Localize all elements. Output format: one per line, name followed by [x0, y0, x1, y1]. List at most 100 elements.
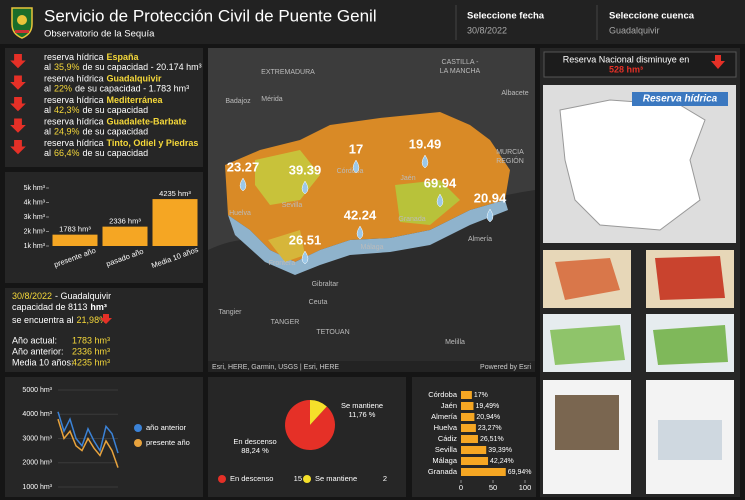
down-arrow	[711, 55, 725, 69]
reserva-pct: 35,9%	[54, 62, 80, 72]
info-rows: Año actual: 1783 hm³ Año anterior: 2336 hm³…	[12, 335, 110, 367]
info-label: Año anterior:	[12, 346, 64, 356]
reserva-name: España	[107, 52, 140, 62]
map-place: EXTREMADURA	[261, 69, 315, 76]
reserva-text: reserva hídrica	[44, 74, 104, 84]
map-place: Melilla	[445, 339, 465, 346]
national-text: Reserva Nacional disminuye en	[563, 54, 690, 64]
map-place: Granada	[398, 216, 425, 223]
attribution-bg	[208, 361, 535, 372]
map-place: Mérida	[261, 96, 283, 103]
y-tick-label: Huelva	[434, 423, 458, 432]
map-place: Badajoz	[225, 98, 251, 105]
bar	[152, 199, 198, 246]
y-tick-label: Sevilla	[435, 445, 458, 454]
national-box	[543, 51, 737, 78]
map-place: Ceuta	[309, 299, 328, 306]
value-label: 17%	[474, 392, 488, 399]
map-value: 19.49	[409, 136, 442, 151]
info-label: Año actual:	[12, 335, 57, 345]
map-place: LA MANCHA	[440, 68, 481, 75]
map-place: Huelva	[229, 210, 251, 217]
reserva-line: al 35,9% de su capacidad - 20.174 hm³	[44, 62, 202, 72]
bar	[461, 446, 487, 454]
reserva-line: reserva hídrica Tinto, Odiel y Piedras	[44, 138, 198, 148]
reserva-text: reserva hídrica	[44, 52, 104, 62]
reserva-pre: al	[44, 127, 51, 137]
bar	[461, 402, 474, 410]
value-label: 39,39%	[488, 447, 512, 454]
bar	[102, 226, 148, 246]
bar	[461, 435, 478, 443]
y-tick-label: Cádiz	[438, 434, 457, 443]
y-tick-label: Granada	[428, 467, 458, 476]
value-label: 1783 hm³	[59, 225, 91, 234]
map-place: Gibraltar	[312, 281, 340, 288]
slice-value: 11,76 %	[349, 410, 376, 419]
reserva-pre: al	[44, 62, 51, 72]
map-value: 39.39	[289, 162, 322, 177]
slice-label: Se mantiene	[341, 401, 383, 410]
value-label: 23,27%	[478, 425, 502, 432]
date-value[interactable]: 30/8/2022	[467, 25, 507, 35]
attribution: Esri, HERE, Garmin, USGS | Esri, HERE	[212, 364, 339, 371]
thumbnails[interactable]	[543, 250, 734, 494]
reserva-line: al 66,4% de su capacidad	[44, 148, 148, 158]
x-tick-label: 0	[459, 483, 463, 492]
y-tick-label: 2k hm³	[24, 228, 46, 235]
info-panel	[5, 288, 203, 372]
y-tick-label: 1000 hm³	[22, 484, 52, 491]
reserva-pct: 22%	[54, 84, 72, 94]
map-place: CASTILLA -	[442, 59, 480, 66]
map-labels: EXTREMADURA CASTILLA - LA MANCHA Badajoz Mér…	[208, 59, 535, 372]
reserva-pre: al	[44, 105, 51, 115]
value-label: 2336 hm³	[109, 217, 141, 226]
drop-icon	[421, 154, 429, 169]
y-tick-label: 1k hm³	[24, 243, 46, 250]
legend-swatch	[134, 424, 142, 432]
info-value: 1783 hm³	[72, 335, 110, 345]
line	[57, 411, 119, 454]
date-label: Seleccione fecha	[467, 11, 545, 22]
image-label: Reserva hídrica	[643, 94, 718, 105]
map-place: Almería	[468, 236, 492, 243]
bar	[461, 457, 489, 465]
legend-label: Se mantiene	[315, 474, 357, 483]
drop-icon	[301, 250, 309, 265]
drop-icon	[352, 159, 360, 174]
reserva-line: reserva hídrica Guadalquivir	[44, 74, 162, 84]
info-line: capacidad de 8113 hm³	[12, 302, 107, 312]
down-arrow	[10, 54, 26, 69]
reserva-post: de su capacidad	[83, 127, 149, 137]
drop-icon	[239, 177, 247, 192]
y-tick-label: Almería	[431, 412, 458, 421]
reserva-pct: 24,9%	[54, 127, 80, 137]
map-place: REGIÓN	[496, 156, 524, 165]
subtitle: Observatorio de la Sequía	[44, 29, 155, 40]
reserva-line: al 24,9% de su capacidad	[44, 127, 148, 137]
drop-icon	[486, 208, 494, 223]
reserva-line: reserva hídrica España	[44, 52, 140, 62]
map-place: Tangier	[219, 309, 243, 316]
title: Servicio de Protección Civil de Puente G…	[44, 6, 377, 25]
legend-count: 2	[383, 474, 387, 483]
y-tick-label: 4000 hm³	[22, 411, 52, 418]
national-value: 528 hm³	[609, 64, 643, 74]
map[interactable]	[208, 48, 535, 372]
reserva-name: Guadalete-Barbate	[107, 117, 187, 127]
drop-icon	[301, 180, 309, 195]
map-place: Frontera	[269, 260, 296, 267]
reserva-text: reserva hídrica	[44, 138, 104, 148]
reserva-pre: al	[44, 148, 51, 158]
legend-swatch	[134, 439, 142, 447]
y-tick-label: 2000 hm³	[22, 460, 52, 467]
down-arrow	[10, 118, 26, 133]
legend-label: En descenso	[230, 474, 273, 483]
y-tick-label: Córdoba	[428, 390, 458, 399]
y-tick-label: 4k hm³	[24, 199, 46, 206]
reserva-post: de su capacidad - 1.783 hm³	[75, 84, 189, 94]
basin-value[interactable]: Guadalquivir	[609, 25, 660, 35]
map-place: Jaén	[400, 175, 415, 182]
down-arrow	[10, 97, 26, 112]
